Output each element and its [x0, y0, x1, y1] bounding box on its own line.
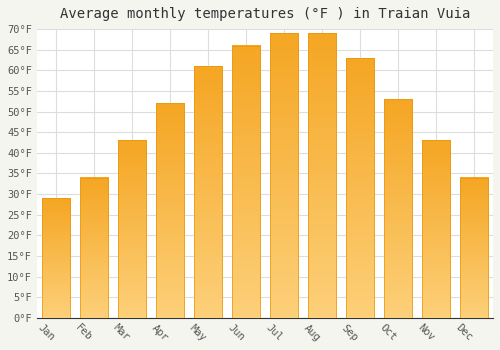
Bar [42, 198, 70, 318]
Bar [194, 66, 222, 318]
Bar [232, 46, 260, 318]
Bar [460, 177, 488, 318]
Bar [422, 140, 450, 318]
Bar [80, 177, 108, 318]
Bar [156, 103, 184, 318]
Bar [118, 140, 146, 318]
Bar [308, 33, 336, 318]
Title: Average monthly temperatures (°F ) in Traian Vuia: Average monthly temperatures (°F ) in Tr… [60, 7, 470, 21]
Bar [384, 99, 412, 318]
Bar [346, 58, 374, 318]
Bar [270, 33, 298, 318]
